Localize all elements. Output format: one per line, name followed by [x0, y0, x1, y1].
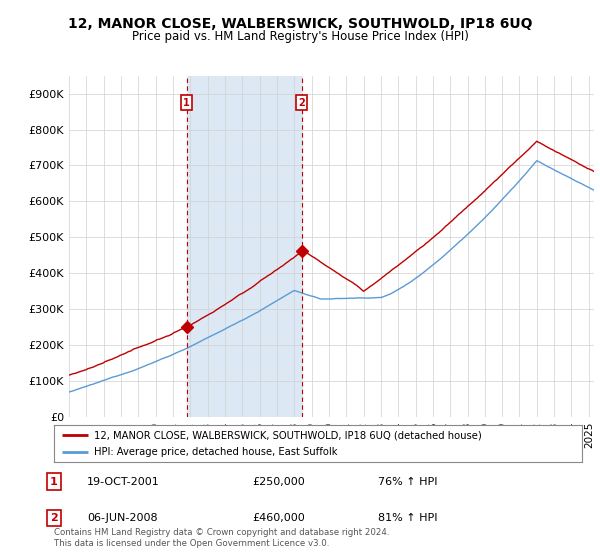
Text: £460,000: £460,000 — [252, 513, 305, 523]
Text: 2: 2 — [298, 98, 305, 108]
Text: £250,000: £250,000 — [252, 477, 305, 487]
Text: 12, MANOR CLOSE, WALBERSWICK, SOUTHWOLD, IP18 6UQ: 12, MANOR CLOSE, WALBERSWICK, SOUTHWOLD,… — [68, 16, 532, 30]
Text: HPI: Average price, detached house, East Suffolk: HPI: Average price, detached house, East… — [94, 447, 337, 457]
Text: 2: 2 — [50, 513, 58, 523]
Text: 1: 1 — [183, 98, 190, 108]
Text: 81% ↑ HPI: 81% ↑ HPI — [378, 513, 437, 523]
Bar — [187, 76, 302, 417]
Text: Contains HM Land Registry data © Crown copyright and database right 2024.
This d: Contains HM Land Registry data © Crown c… — [54, 528, 389, 548]
Text: 12, MANOR CLOSE, WALBERSWICK, SOUTHWOLD, IP18 6UQ (detached house): 12, MANOR CLOSE, WALBERSWICK, SOUTHWOLD,… — [94, 430, 481, 440]
Text: 19-OCT-2001: 19-OCT-2001 — [87, 477, 160, 487]
Text: 76% ↑ HPI: 76% ↑ HPI — [378, 477, 437, 487]
Text: Price paid vs. HM Land Registry's House Price Index (HPI): Price paid vs. HM Land Registry's House … — [131, 30, 469, 43]
Text: 1: 1 — [50, 477, 58, 487]
Text: 06-JUN-2008: 06-JUN-2008 — [87, 513, 158, 523]
